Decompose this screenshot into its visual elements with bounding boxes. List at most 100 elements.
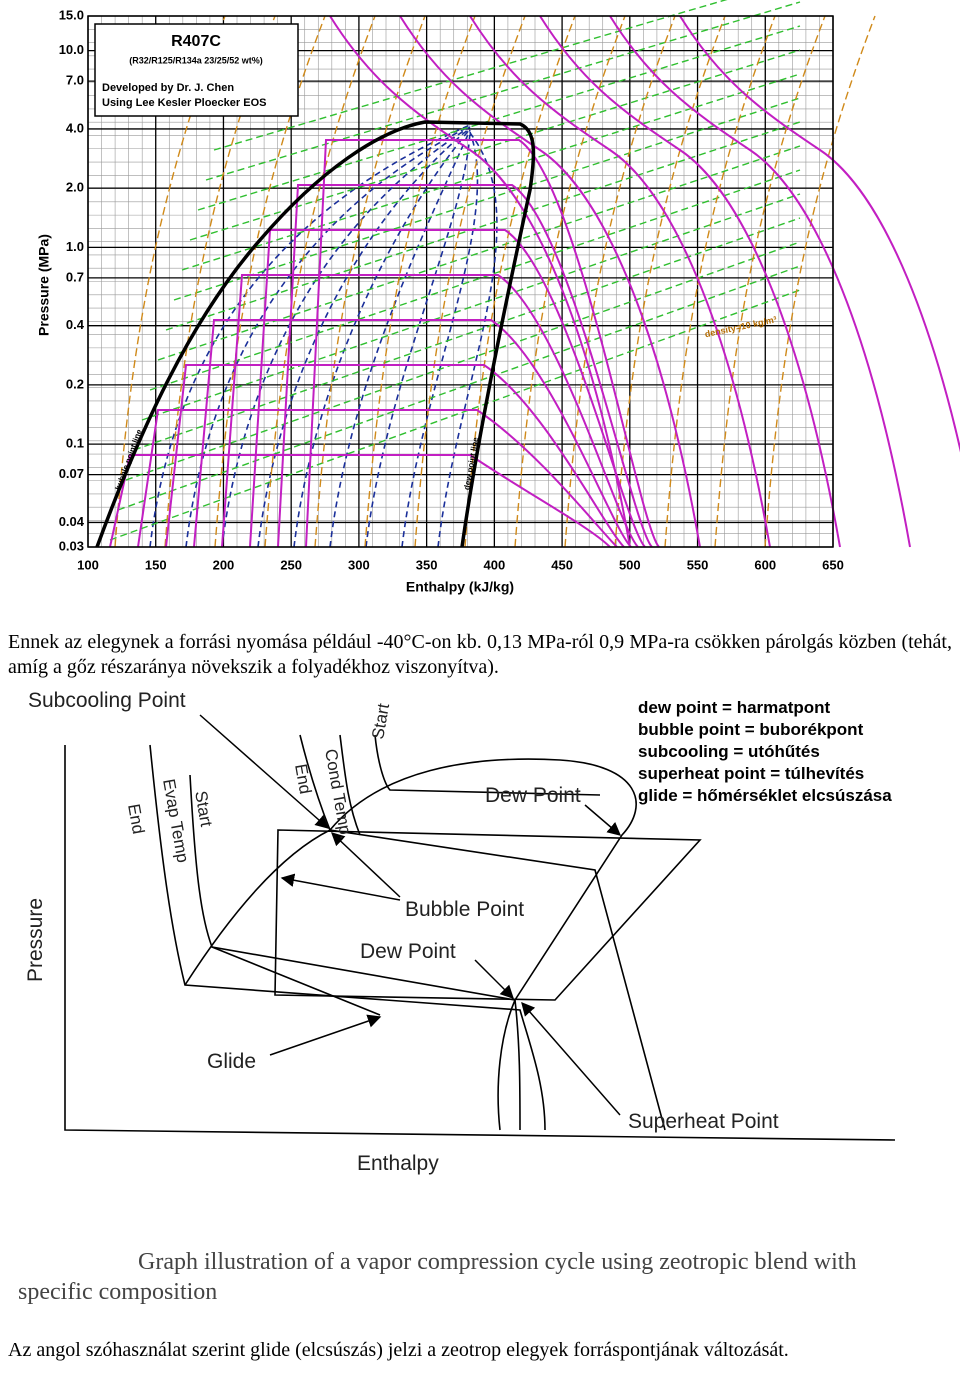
curves (109, 0, 960, 548)
cycle-diagram: Subcooling Point End Cond Temp. Start En… (24, 689, 896, 1175)
plot-frame (87, 15, 834, 548)
entropy-line (214, 15, 326, 548)
glossary-entry: superheat point = túlhevítés (638, 764, 864, 783)
density-line (141, 193, 801, 421)
y-tick-label: 0.2 (66, 376, 84, 391)
y-tick-label: 10.0 (59, 42, 84, 57)
legend-box (94, 23, 299, 117)
caption-line: Graph illustration of a vapor compressio… (138, 1249, 856, 1275)
label: Glide (207, 1050, 256, 1073)
glossary-entry: bubble point = buborékpont (638, 720, 864, 739)
label: Start (191, 789, 216, 828)
x-tick-label: 650 (822, 557, 844, 572)
label: Dew Point (360, 940, 456, 963)
legend-title: R407C (171, 33, 221, 50)
isotherm (679, 15, 960, 453)
density-line (205, 1, 801, 181)
density-line (189, 49, 801, 241)
legend-developer: Developed by Dr. J. Chen (102, 82, 234, 94)
quality-line (149, 124, 471, 548)
entropy-line (714, 15, 826, 548)
paragraph: Az angol szóhasználat szerint glide (elc… (8, 1339, 789, 1361)
y-tick-label: 0.03 (59, 538, 84, 553)
axis-label: Pressure (24, 898, 47, 982)
isotherm (165, 364, 625, 548)
entropy-line (514, 15, 626, 548)
y-tick-label: 15.0 (59, 7, 84, 22)
entropy-line (364, 15, 476, 548)
x-axis-label: Enthalpy (kJ/kg) (406, 579, 514, 595)
y-tick-label: 2.0 (66, 180, 84, 195)
label: Subcooling Point (28, 689, 186, 712)
density-line (157, 145, 801, 361)
y-tick-label: 0.1 (66, 436, 84, 451)
x-tick-label: 300 (348, 557, 370, 572)
saturation-dome (95, 120, 536, 548)
quality-line (185, 125, 471, 548)
isotherm (609, 15, 911, 548)
label: Dew Point (485, 784, 581, 807)
entropy-line (414, 15, 526, 548)
x-tick-label: 350 (416, 557, 438, 572)
entropy-line (314, 15, 426, 548)
isotherm (399, 15, 701, 548)
arrows (199, 714, 622, 1116)
label: Bubble Point (405, 898, 524, 921)
entropy-line (764, 15, 876, 548)
glossary-entry: dew point = harmatpont (638, 698, 831, 717)
axis-label: Enthalpy (357, 1152, 439, 1175)
label: Superheat Point (628, 1110, 779, 1133)
density-line (197, 25, 801, 211)
entropy-line (664, 15, 776, 548)
entropy-line (464, 15, 576, 548)
glossary: dew point = harmatpont bubble point = bub… (638, 698, 892, 805)
x-tick-label: 400 (484, 557, 506, 572)
y-tick-label: 7.0 (66, 73, 84, 88)
y-tick-label: 0.7 (66, 269, 84, 284)
x-tick-label: 150 (145, 557, 167, 572)
isotherm (249, 229, 646, 548)
label: End (124, 802, 148, 835)
density-line (213, 0, 728, 151)
entropy-line (114, 15, 226, 548)
y-tick-label: 1.0 (66, 239, 84, 254)
isotherm (329, 15, 631, 548)
x-tick-label: 500 (619, 557, 641, 572)
ph-chart: R407C (R32/R125/R134a 23/25/52 wt%) Deve… (36, 0, 960, 595)
entropy-line (164, 15, 276, 548)
paragraph: Ennek az elegynek a forrási nyomása péld… (8, 631, 952, 678)
label: Evap Temp (159, 777, 192, 864)
diagram-lines (64, 734, 896, 1141)
label: End (291, 762, 315, 795)
isotherm (137, 409, 618, 548)
x-tick-label: 200 (213, 557, 235, 572)
y-tick-label: 0.4 (66, 317, 85, 332)
x-tick-label: 600 (754, 557, 776, 572)
quality-line (221, 126, 471, 548)
isotherm (305, 139, 660, 548)
isotherm (109, 454, 611, 548)
isotherm (277, 184, 653, 548)
caption-line: specific composition (18, 1279, 217, 1305)
isotherm (193, 319, 632, 548)
legend-composition: (R32/R125/R134a 23/25/52 wt%) (129, 55, 263, 65)
y-axis-label: Pressure (MPa) (36, 234, 52, 336)
x-tick-label: 250 (280, 557, 302, 572)
glossary-entry: subcooling = utóhűtés (638, 742, 820, 761)
density-line (181, 73, 801, 271)
y-tick-label: 0.04 (59, 514, 85, 529)
entropy-line (614, 15, 726, 548)
y-tick-label: 4.0 (66, 120, 84, 135)
caption: Graph illustration of a vapor compressio… (18, 1249, 856, 1305)
density-line (149, 169, 801, 391)
x-tick-label: 100 (77, 557, 99, 572)
legend-method: Using Lee Kesler Ploecker EOS (102, 97, 266, 109)
glossary-entry: glide = hőmérséklet elcsúszása (638, 786, 892, 805)
quality-line (365, 130, 471, 548)
y-tick-label: 0.07 (59, 466, 84, 481)
density-line (125, 241, 801, 481)
entropy-line (264, 15, 376, 548)
x-tick-label: 550 (687, 557, 709, 572)
label: Start (368, 702, 393, 741)
